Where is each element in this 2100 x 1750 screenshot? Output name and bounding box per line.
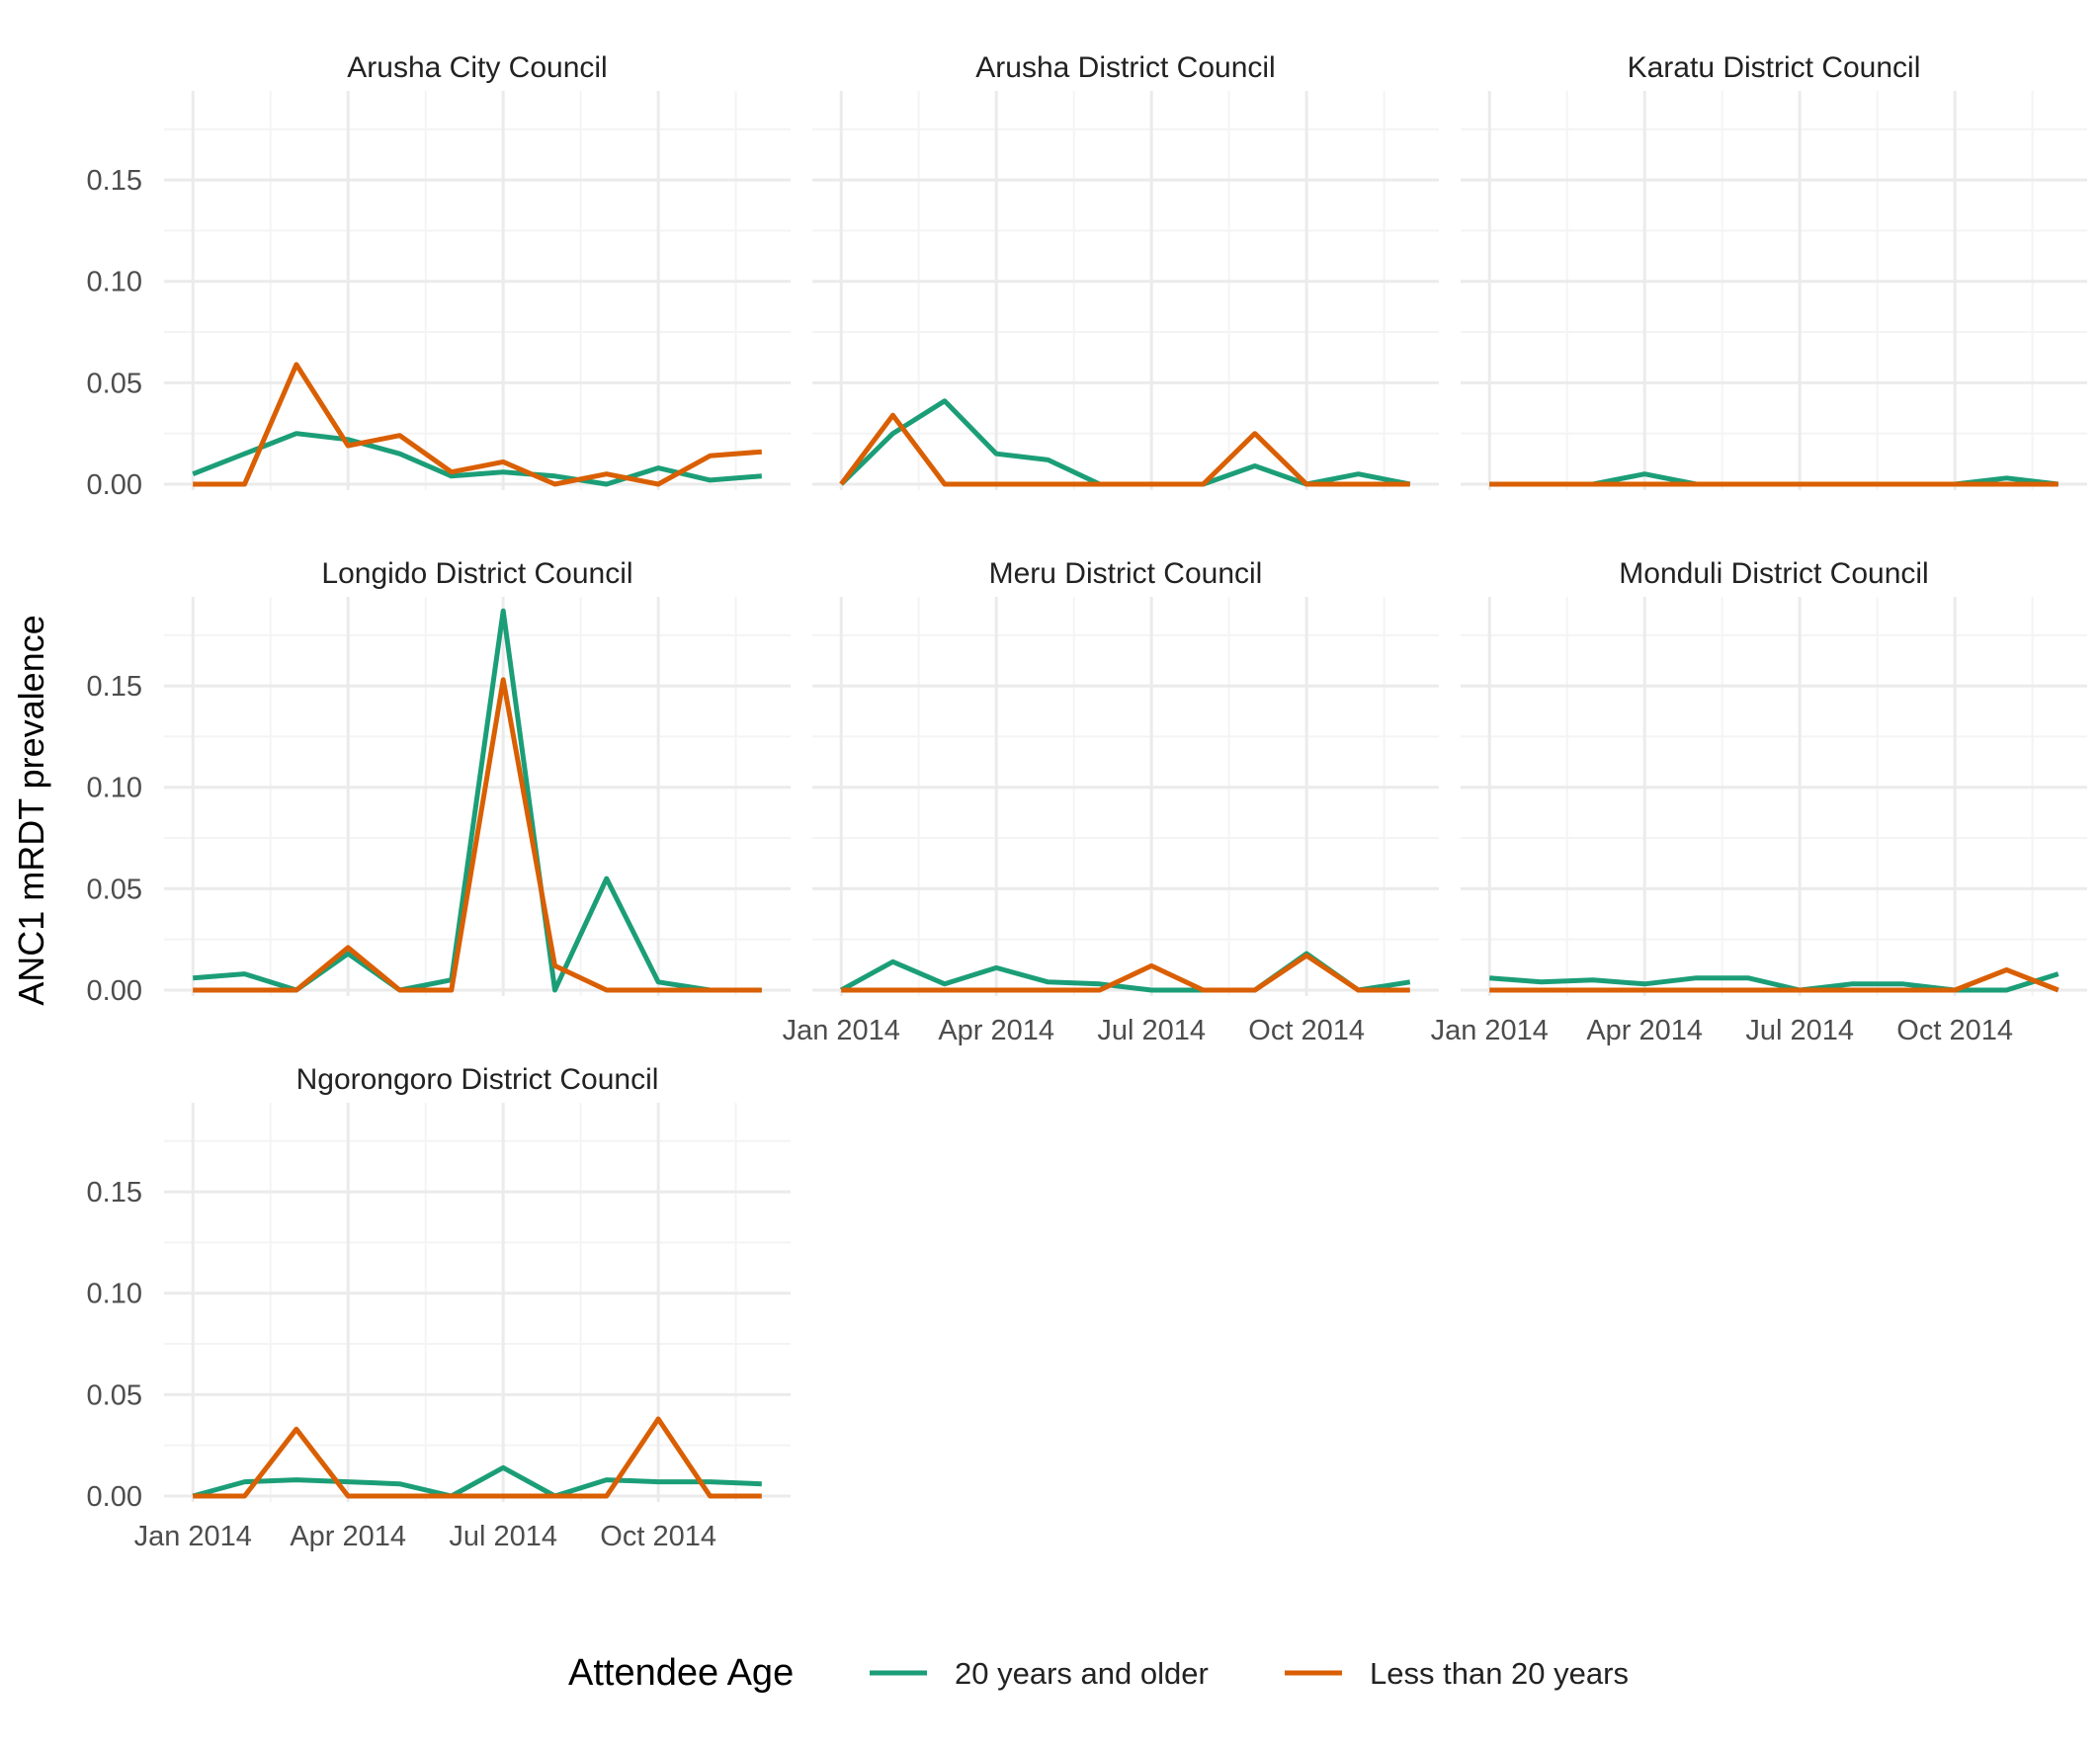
x-tick-label: Jul 2014	[449, 1521, 557, 1552]
y-tick-label: 0.00	[87, 1481, 142, 1513]
panel-title: Ngorongoro District Council	[296, 1063, 659, 1096]
panel-title: Longido District Council	[321, 557, 632, 590]
x-tick-label: Apr 2014	[938, 1015, 1054, 1046]
facet-panel: Arusha District Council	[812, 51, 1439, 490]
y-axis-title: ANC1 mRDT prevalence	[11, 615, 51, 1005]
legend-entry-label: 20 years and older	[955, 1656, 1209, 1691]
series-line-less-than-20-years	[839, 412, 1410, 487]
series-line-20-years-and-older	[192, 431, 762, 487]
y-tick-label: 0.05	[87, 874, 142, 905]
y-tick-label: 0.00	[87, 469, 142, 501]
series-line-less-than-20-years	[193, 362, 762, 487]
series-line-20-years-and-older	[193, 608, 762, 993]
legend-title: Attendee Age	[568, 1652, 794, 1694]
x-tick-label: Apr 2014	[290, 1521, 406, 1552]
x-tick-label: Oct 2014	[600, 1521, 716, 1552]
series-line-20-years-and-older	[1489, 971, 2059, 993]
panel-title: Arusha District Council	[975, 51, 1275, 84]
series-line-less-than-20-years	[1489, 967, 2059, 993]
legend: Attendee Age 20 years and older Less than …	[568, 1652, 1629, 1694]
x-tick-label: Jan 2014	[1431, 1015, 1549, 1046]
facet-panel: Monduli District Council Jan 2014 Apr 2014…	[1431, 557, 2087, 1046]
legend-entry-label: Less than 20 years	[1370, 1656, 1629, 1691]
y-tick-label: 0.05	[87, 1379, 142, 1411]
series-line-less-than-20-years	[193, 677, 762, 993]
panel-title: Arusha City Council	[347, 51, 607, 84]
x-tick-label: Oct 2014	[1896, 1015, 2013, 1046]
facet-panel: Longido District Council 0.00 0.05 0.10 0.15	[87, 557, 791, 1007]
x-tick-label: Jan 2014	[134, 1521, 252, 1552]
y-tick-label: 0.00	[87, 975, 142, 1007]
x-tick-label: Jul 2014	[1745, 1015, 1854, 1046]
series-line-less-than-20-years	[841, 953, 1410, 993]
series-line-20-years-and-older	[192, 1464, 762, 1499]
panel-title: Karatu District Council	[1628, 51, 1921, 84]
facet-panel: Arusha City Council 0.00 0.05 0.10 0.15	[87, 51, 791, 501]
facet-panels: Arusha City Council0.000.050.100.15Arush…	[87, 51, 2087, 1552]
series-line-less-than-20-years	[193, 1416, 762, 1499]
y-tick-label: 0.15	[87, 1177, 142, 1208]
panel-title: Monduli District Council	[1619, 557, 1928, 590]
y-tick-label: 0.15	[87, 165, 142, 197]
x-tick-label: Jul 2014	[1097, 1015, 1206, 1046]
y-tick-label: 0.15	[87, 671, 142, 703]
x-tick-label: Jan 2014	[783, 1015, 900, 1046]
y-tick-label: 0.10	[87, 773, 142, 804]
y-tick-label: 0.05	[87, 368, 142, 399]
facet-panel: Karatu District Council	[1461, 51, 2087, 490]
facet-panel: Meru District Council Jan 2014 Apr 2014 Jul…	[783, 557, 1439, 1046]
x-tick-label: Oct 2014	[1248, 1015, 1365, 1046]
facet-panel: Ngorongoro District Council 0.00 0.05 0.10 0…	[87, 1063, 791, 1552]
y-tick-label: 0.10	[87, 1279, 142, 1310]
panel-title: Meru District Council	[989, 557, 1263, 590]
y-tick-label: 0.10	[87, 267, 142, 298]
x-tick-label: Apr 2014	[1586, 1015, 1703, 1046]
